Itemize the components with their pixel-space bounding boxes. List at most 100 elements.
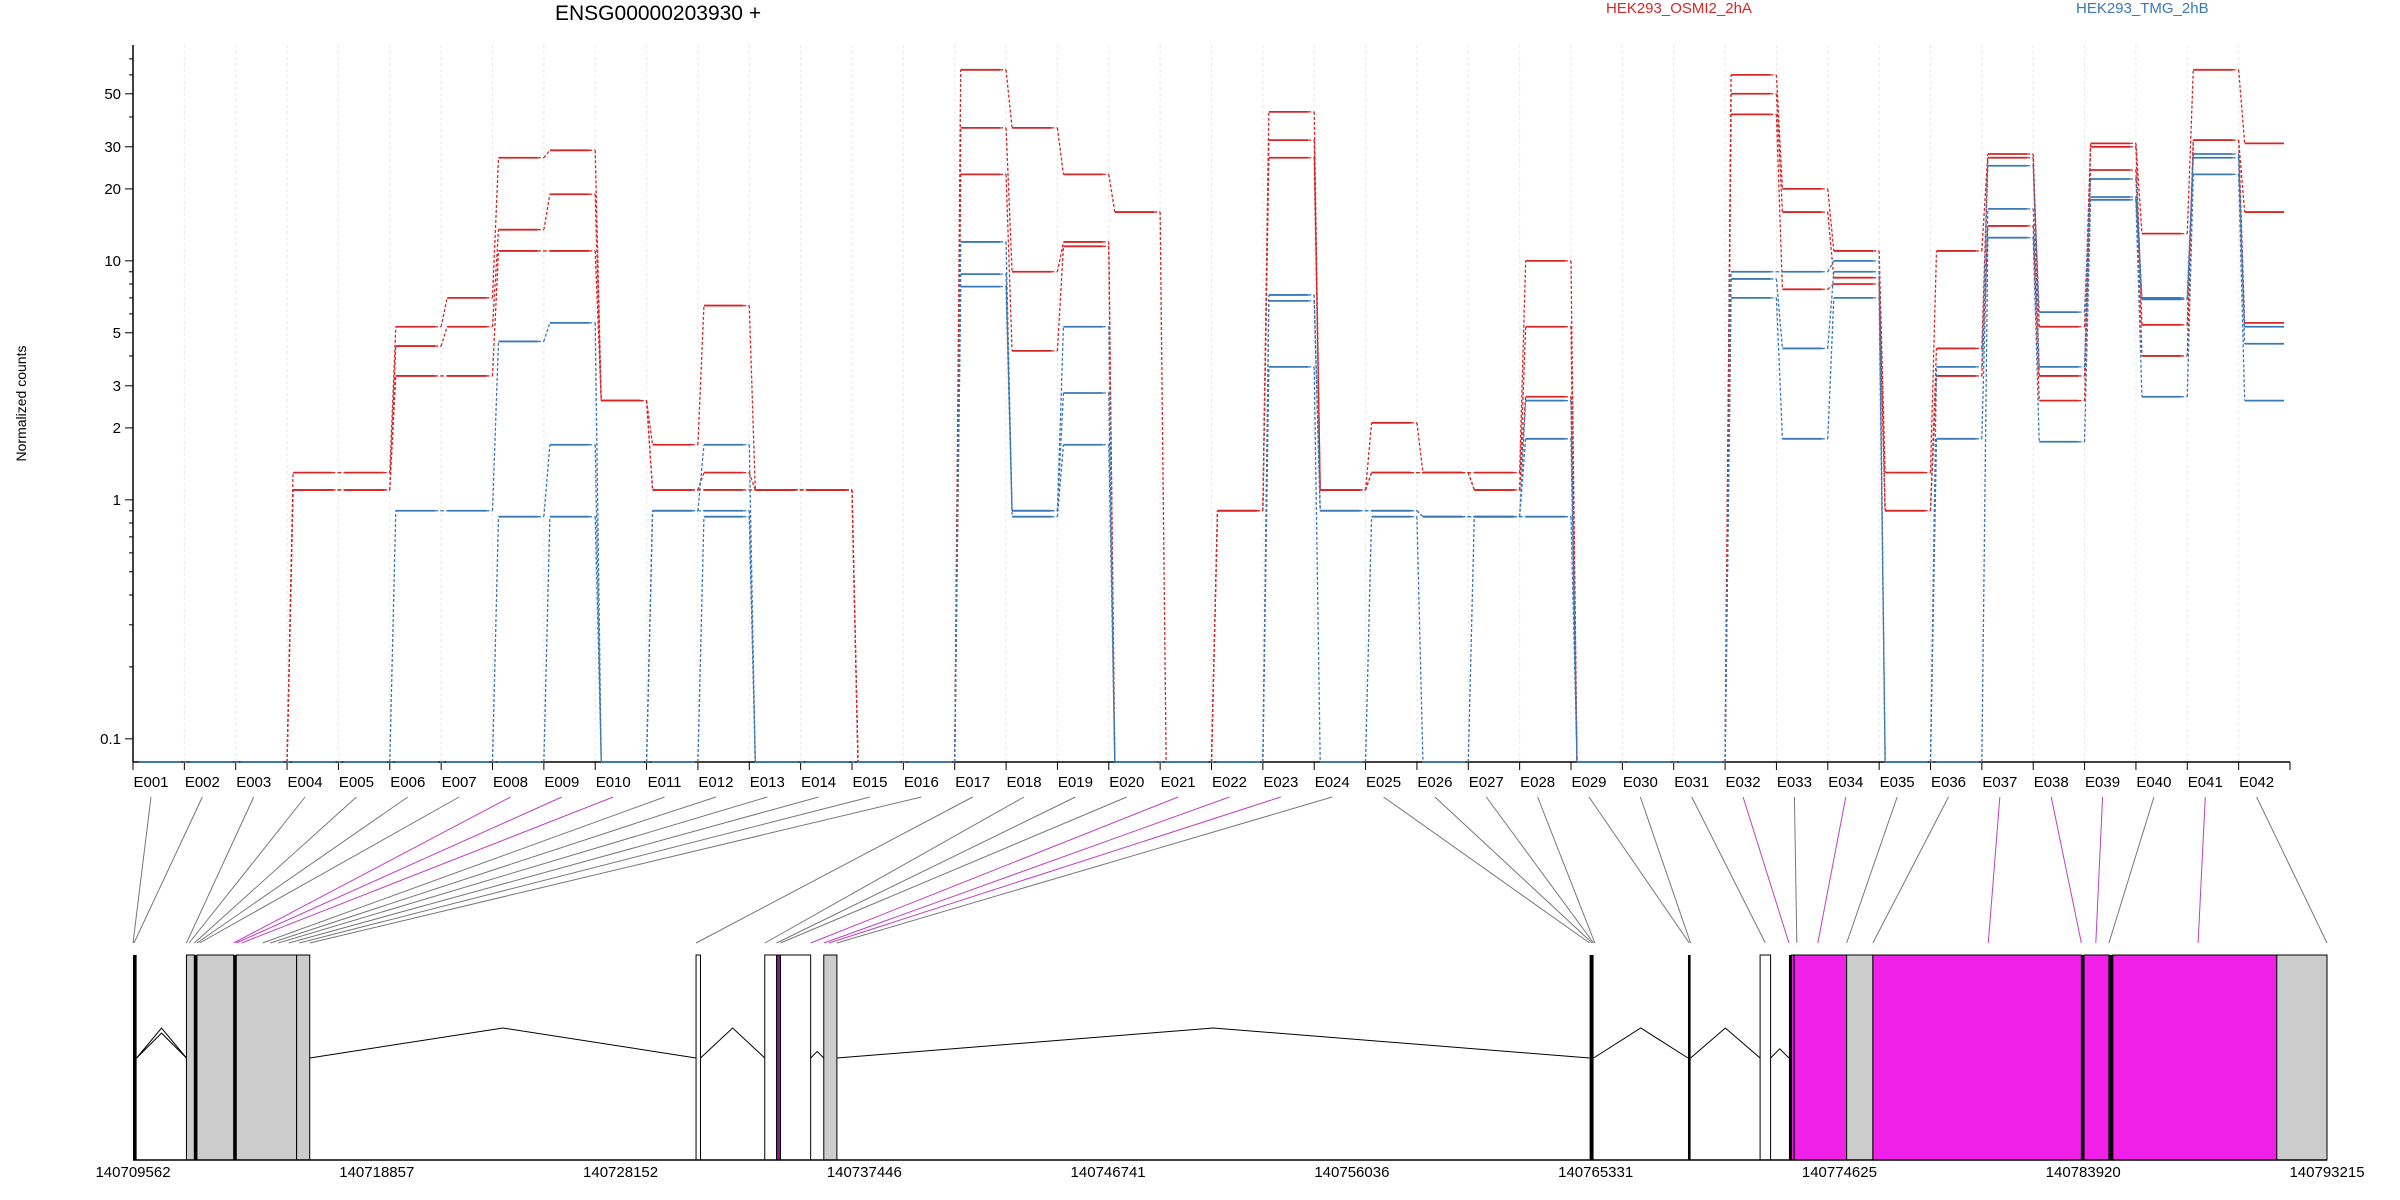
exon-link [823,796,1230,944]
series-join [2135,196,2143,300]
series-5 [139,173,2284,763]
x-tick-label-E017: E017 [955,774,990,791]
y-tick-label: 2 [113,420,121,437]
exon-block [695,954,702,1161]
series-join [543,194,551,230]
series-join [1416,510,1424,518]
series-join [697,305,705,445]
series-join [1313,140,1321,490]
exon-link [309,796,922,944]
series-join [1159,212,1167,763]
genome-tick-label: 140728152 [583,1164,658,1181]
exon-link [1383,796,1590,944]
series-join [543,322,551,342]
exon-link [278,796,768,944]
exon-link [185,796,255,944]
exon-link [1817,796,1847,944]
genome-tick-label: 140709562 [95,1164,170,1181]
series-join [389,375,397,490]
series-join [1313,157,1321,490]
x-tick-label-E033: E033 [1777,774,1812,791]
x-tick-label-E038: E038 [2034,774,2069,791]
y-tick-label: 10 [104,253,121,270]
x-tick-label-E022: E022 [1212,774,1247,791]
series-join [1981,237,1989,763]
exon-link [2197,796,2206,944]
exon-link [764,796,1025,944]
exon-link [828,796,1282,944]
series-join [748,305,756,490]
series-join [1518,400,1527,517]
series-join [697,444,705,511]
x-tick-label-E012: E012 [698,774,733,791]
series-join [1056,444,1065,517]
exon-block [780,954,812,1161]
series-join [1518,396,1527,490]
series-join [1827,260,1835,273]
series-join [2083,199,2092,442]
series-join [1056,127,1065,175]
x-tick-label-E019: E019 [1058,774,1093,791]
intron-line [136,1032,187,1059]
y-tick-label: 0.1 [100,731,121,748]
series-join [2237,157,2246,344]
series-join [491,250,500,376]
x-tick-label-E021: E021 [1161,774,1196,791]
exon-link [1485,796,1594,944]
exon-link [2050,796,2082,944]
series-join [1416,422,1424,473]
chart-title: ENSG00000203930 + [555,2,762,25]
exon-link [776,796,1076,944]
series-join [2032,153,2040,327]
series-lines [139,68,2284,763]
series-join [1108,444,1116,763]
exon-block [133,955,137,1160]
exon-links [132,796,2328,944]
exon-link [695,796,973,944]
exon-block [764,954,778,1161]
series-join [2032,165,2040,313]
exon-link [270,796,717,944]
series-join [1005,174,1013,351]
series-join [2186,157,2194,300]
series-join [1981,165,1989,367]
exon-link [1537,796,1596,944]
series-join [1827,211,1835,278]
exon-link [1846,796,1898,944]
series-join [954,274,962,763]
series-join [2032,225,2040,401]
series-join [1570,516,1578,763]
intron-line [810,1050,825,1059]
intron-line [136,1027,187,1059]
x-tick-label-E029: E029 [1571,774,1606,791]
axis-labels: 0.1 1 2 3 5 10 20 30 50 Normalized counts E001 E002… [13,86,2365,1181]
genome-tick-label: 140765331 [1558,1164,1633,1181]
x-tick-label-E007: E007 [442,774,477,791]
series-join [645,400,654,490]
axes [125,45,2291,770]
series-join [2032,237,2040,442]
series-join [389,346,397,490]
series-join [1827,283,1835,290]
series-join [491,229,500,327]
x-tick-label-E031: E031 [1674,774,1709,791]
exon-link [241,796,614,944]
exon-link [1987,796,2001,944]
legend-entry-osmi2: HEK293_OSMI2_2hA [1606,0,1752,17]
genome-tick-label: 140793215 [2289,1164,2364,1181]
series-join [1827,297,1835,439]
x-tick-label-E024: E024 [1315,774,1350,791]
x-tick-label-E042: E042 [2239,774,2274,791]
series-join [594,444,602,763]
series-join [2083,178,2092,313]
exon-link [810,796,1179,944]
series-join [1262,157,1270,511]
series-join [1775,74,1784,189]
series-join [2186,140,2194,356]
x-tick-label-E039: E039 [2085,774,2120,791]
series-join [1570,438,1578,763]
x-tick-label-E041: E041 [2188,774,2223,791]
series-join [645,510,654,763]
exon-block [194,955,197,1160]
series-join [1518,326,1527,490]
